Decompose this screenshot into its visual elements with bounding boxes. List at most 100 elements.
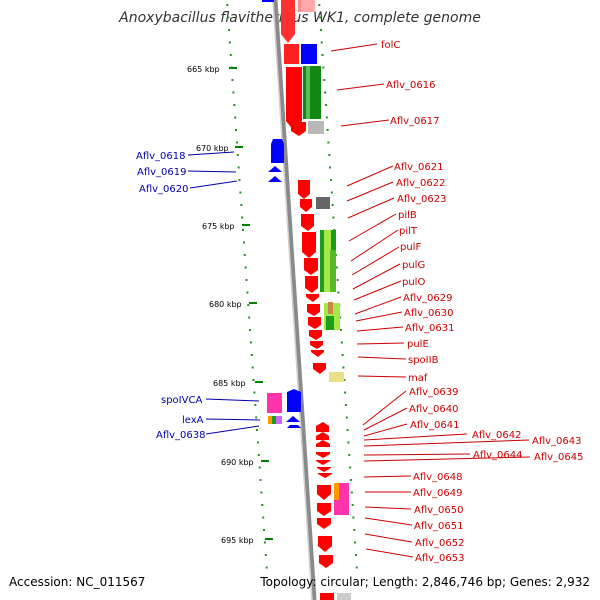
gene-label-pilB: pilB (398, 210, 417, 221)
gene-label-Aflv_0630: Aflv_0630 (404, 308, 454, 319)
scale-ticks: 665 kbp 670 kbp 675 kbp 680 kbp 685 kbp … (187, 65, 273, 545)
gene-arrow (281, 0, 295, 43)
track-dot (350, 491, 353, 494)
track-dot (228, 41, 231, 44)
gene-label-Aflv_0642: Aflv_0642 (472, 430, 522, 441)
forward-genes (281, 0, 334, 600)
gene-arrow (304, 258, 318, 275)
right-gene-labels: folC Aflv_0616 Aflv_0617 Aflv_0621 Aflv_… (381, 40, 584, 564)
gene-label-Aflv_0640: Aflv_0640 (409, 404, 459, 415)
gene-arrow (287, 425, 301, 428)
track-dot (251, 366, 254, 369)
track-dot (259, 479, 262, 481)
scale-tick-label: 685 kbp (213, 379, 246, 388)
track-dot (252, 379, 255, 381)
track-dot (247, 304, 250, 306)
track-dot (249, 341, 252, 344)
scale-tick (255, 381, 263, 383)
gene-arrow (317, 503, 331, 516)
gene-arrow (271, 139, 284, 163)
gene-arrow (316, 440, 330, 447)
feature-block (329, 372, 344, 382)
gene-label-Aflv_0616: Aflv_0616 (386, 80, 436, 91)
gene-label-Aflv_0631: Aflv_0631 (405, 323, 455, 334)
track-dot (341, 354, 344, 356)
track-dot (255, 416, 258, 419)
gene-label-folC: folC (381, 40, 400, 51)
track-dot (352, 516, 355, 519)
feature-block (276, 416, 282, 424)
gene-label-Aflv_0645: Aflv_0645 (534, 452, 584, 463)
track-dot (265, 566, 268, 569)
track-dot (256, 429, 258, 431)
track-dot (244, 266, 247, 269)
feature-block (330, 250, 336, 292)
track-dot (329, 179, 332, 181)
track-dot (328, 154, 331, 156)
feature-block (308, 121, 324, 134)
feature-block (337, 593, 351, 600)
scale-tick-label: 675 kbp (202, 222, 235, 231)
gene-block (284, 44, 299, 64)
gene-label-Aflv_0641: Aflv_0641 (410, 420, 460, 431)
gene-arrow (316, 432, 329, 440)
dotted-tracks (226, 4, 358, 569)
track-dot (349, 479, 352, 481)
gene-arrow (309, 330, 322, 340)
gene-label-pulG: pulG (402, 260, 425, 271)
track-dot (237, 166, 240, 169)
scale-tick (249, 302, 257, 304)
track-dot (254, 404, 257, 406)
reverse-genes (262, 0, 301, 428)
scale-tick (235, 146, 243, 148)
track-dot (351, 504, 354, 506)
gene-label-pulF: pulF (400, 242, 421, 253)
gene-arrow (300, 199, 312, 212)
track-dot (264, 554, 267, 556)
track-dot (320, 41, 323, 44)
scale-tick-label: 680 kbp (209, 300, 242, 309)
gene-arrow (317, 467, 331, 472)
genome-backbone (272, 0, 317, 600)
track-dot (330, 191, 333, 194)
track-dot (229, 54, 232, 56)
gene-label-Aflv_0620: Aflv_0620 (139, 184, 189, 195)
feature-block (303, 66, 321, 119)
gene-arrow (286, 67, 302, 131)
track-dot (249, 329, 251, 331)
track-dot (233, 104, 236, 106)
track-dot (355, 566, 358, 569)
gene-label-spoIVCA: spoIVCA (161, 395, 202, 406)
map-title: Anoxybacillus flavithermus WK1, complete… (119, 10, 481, 26)
scale-tick (265, 538, 273, 540)
gene-label-Aflv_0652: Aflv_0652 (415, 538, 465, 549)
feature-block (326, 316, 334, 330)
gene-label-Aflv_0639: Aflv_0639 (409, 387, 459, 398)
gene-label-Aflv_0619: Aflv_0619 (137, 167, 187, 178)
track-dot (321, 54, 324, 56)
track-dot (245, 279, 248, 281)
track-dot (324, 91, 327, 94)
track-dot (243, 254, 246, 256)
gene-label-Aflv_0650: Aflv_0650 (414, 505, 464, 516)
track-dot (239, 191, 242, 194)
gene-label-Aflv_0651: Aflv_0651 (414, 521, 464, 532)
track-dot (336, 279, 339, 281)
feature-track (301, 0, 351, 600)
scale-tick (229, 67, 237, 69)
gene-label-Aflv_0621: Aflv_0621 (394, 162, 444, 173)
gene-block (320, 593, 334, 600)
track-dot (325, 116, 328, 119)
gene-label-Aflv_0617: Aflv_0617 (390, 116, 440, 127)
track-dot (329, 166, 332, 169)
track-dot (344, 391, 347, 394)
gene-arrow (317, 518, 331, 529)
feature-block (316, 197, 330, 209)
gene-arrow (305, 276, 318, 293)
track-dot (345, 416, 348, 419)
track-dot (335, 266, 338, 269)
track-dot (263, 541, 266, 544)
gene-arrow (318, 536, 332, 552)
track-dot (241, 216, 244, 219)
track-dot (348, 454, 351, 456)
